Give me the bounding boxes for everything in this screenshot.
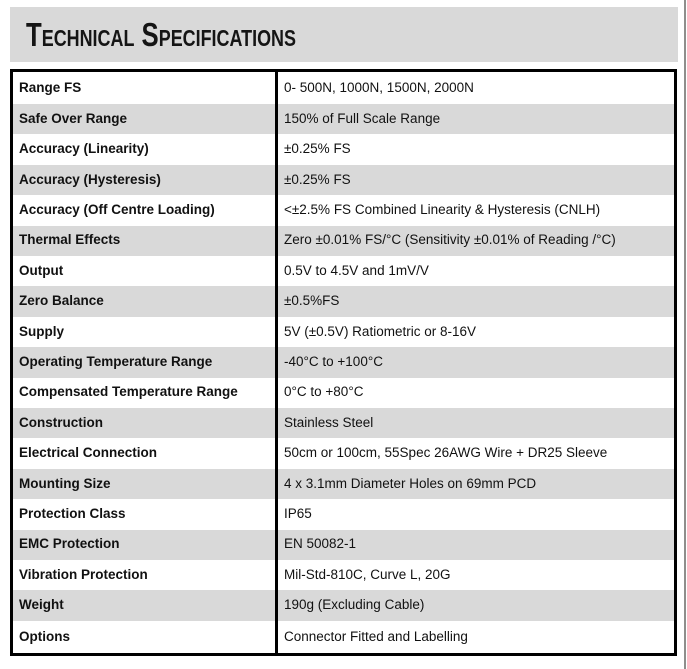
spec-label-cell: Supply xyxy=(11,316,278,348)
table-row: Operating Temperature Range -40°C to +100… xyxy=(11,347,676,378)
spec-table-body: Range FS 0- 500N, 1000N, 1500N, 2000N Safe… xyxy=(11,70,676,655)
table-row: EMC Protection EN 50082-1 xyxy=(11,529,676,561)
spec-value-cell: -40°C to +100°C xyxy=(284,354,383,370)
page-title: Technical Specifications xyxy=(26,15,296,53)
title-banner: Technical Specifications xyxy=(10,7,678,62)
table-row: Options Connector Fitted and Labelling xyxy=(11,620,676,655)
spec-label-cell: Protection Class xyxy=(11,499,278,530)
spec-value-cell: Mil-Std-810C, Curve L, 20G xyxy=(284,566,451,582)
table-row: Weight 190g (Excluding Cable) xyxy=(11,590,676,621)
spec-value-cell: ±0.25% FS xyxy=(284,141,351,157)
spec-value-cell: 4 x 3.1mm Diameter Holes on 69mm PCD xyxy=(284,475,537,491)
spec-value-cell: 0- 500N, 1000N, 1500N, 2000N xyxy=(284,79,474,95)
table-row: Thermal Effects Zero ±0.01% FS/°C (Sensit… xyxy=(11,225,676,257)
table-row: Zero Balance ±0.5%FS xyxy=(11,286,676,317)
spec-label-cell: Construction xyxy=(11,408,278,439)
table-row: Electrical Connection 50cm or 100cm, 55Sp… xyxy=(11,438,676,469)
spec-value-cell: 50cm or 100cm, 55Spec 26AWG Wire + DR25 … xyxy=(284,445,608,461)
table-row: Vibration Protection Mil-Std-810C, Curve … xyxy=(11,560,676,591)
table-row: Mounting Size 4 x 3.1mm Diameter Holes on… xyxy=(11,468,676,500)
spec-value-cell: 190g (Excluding Cable) xyxy=(284,597,425,613)
spec-value-cell: Stainless Steel xyxy=(284,414,374,430)
spec-value-cell: EN 50082-1 xyxy=(284,536,357,552)
table-row: Safe Over Range 150% of Full Scale Range xyxy=(11,103,676,135)
spec-label-cell: Mounting Size xyxy=(11,468,278,500)
spec-label-cell: Zero Balance xyxy=(11,286,278,317)
spec-label-cell: Accuracy (Off Centre Loading) xyxy=(11,195,278,226)
table-row: Supply 5V (±0.5V) Ratiometric or 8-16V xyxy=(11,316,676,348)
table-row: Accuracy (Linearity) ±0.25% FS xyxy=(11,134,676,165)
spec-label-cell: Output xyxy=(11,256,278,287)
spec-label-cell: Operating Temperature Range xyxy=(11,347,278,378)
spec-value-cell: ±0.25% FS xyxy=(284,171,351,187)
table-row: Protection Class IP65 xyxy=(11,499,676,530)
spec-label-cell: Accuracy (Linearity) xyxy=(11,134,278,165)
spec-value-cell: 150% of Full Scale Range xyxy=(284,110,441,126)
spec-value-cell: IP65 xyxy=(284,506,312,522)
spec-label-cell: Safe Over Range xyxy=(11,103,278,135)
spec-label-cell: Weight xyxy=(11,590,278,621)
table-row: Accuracy (Off Centre Loading) <±2.5% FS C… xyxy=(11,195,676,226)
spec-label-cell: Compensated Temperature Range xyxy=(11,377,278,409)
spec-value-cell: 0.5V to 4.5V and 1mV/V xyxy=(284,262,429,278)
spec-label-cell: Accuracy (Hysteresis) xyxy=(11,164,278,196)
spec-label-cell: Range FS xyxy=(11,70,278,104)
table-row: Accuracy (Hysteresis) ±0.25% FS xyxy=(11,164,676,196)
page-edge-line xyxy=(684,0,686,669)
spec-value-cell: ±0.5%FS xyxy=(284,293,340,309)
spec-label-cell: Thermal Effects xyxy=(11,225,278,257)
spec-label-cell: Vibration Protection xyxy=(11,560,278,591)
spec-value-cell: 0°C to +80°C xyxy=(284,384,364,400)
spec-label-cell: Electrical Connection xyxy=(11,438,278,469)
table-row: Compensated Temperature Range 0°C to +80°… xyxy=(11,377,676,409)
spec-value-cell: Zero ±0.01% FS/°C (Sensitivity ±0.01% of… xyxy=(284,232,616,248)
spec-value-cell: <±2.5% FS Combined Linearity & Hysteresi… xyxy=(284,201,601,217)
table-row: Output 0.5V to 4.5V and 1mV/V xyxy=(11,256,676,287)
spec-table: Range FS 0- 500N, 1000N, 1500N, 2000N Safe… xyxy=(10,69,677,656)
spec-label-cell: Options xyxy=(11,620,278,655)
spec-value-cell: 5V (±0.5V) Ratiometric or 8-16V xyxy=(284,323,476,339)
table-row: Construction Stainless Steel xyxy=(11,408,676,439)
spec-label-cell: EMC Protection xyxy=(11,529,278,561)
table-row: Range FS 0- 500N, 1000N, 1500N, 2000N xyxy=(11,70,676,104)
spec-value-cell: Connector Fitted and Labelling xyxy=(284,628,468,644)
